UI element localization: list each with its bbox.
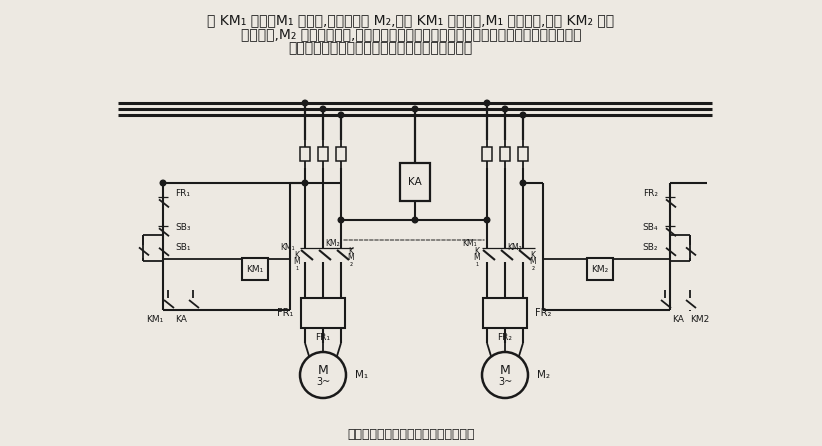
Circle shape xyxy=(484,217,490,223)
Text: M: M xyxy=(500,363,510,376)
Circle shape xyxy=(338,217,344,223)
Text: 当 KM₁ 吸合、M₁ 运转时,也可以启动 M₂,此时 KM₁ 立即断开,M₁ 停止运行,然后 KM₂ 才能: 当 KM₁ 吸合、M₁ 运转时,也可以启动 M₂,此时 KM₁ 立即断开,M₁ … xyxy=(207,13,615,27)
Text: FR₁: FR₁ xyxy=(277,308,293,318)
Text: FR₁: FR₁ xyxy=(175,189,190,198)
Text: M₁: M₁ xyxy=(355,370,368,380)
Bar xyxy=(482,147,492,161)
Circle shape xyxy=(300,352,346,398)
Text: KM₁: KM₁ xyxy=(247,265,264,274)
Text: KM₂: KM₂ xyxy=(507,244,522,252)
Text: FR₁: FR₁ xyxy=(316,334,330,343)
Text: KM₂: KM₂ xyxy=(591,265,608,274)
Text: M: M xyxy=(293,257,300,267)
Circle shape xyxy=(520,112,526,118)
Circle shape xyxy=(412,106,418,112)
Bar xyxy=(500,147,510,161)
Text: KM₁: KM₁ xyxy=(146,315,164,325)
Text: K: K xyxy=(294,252,299,260)
Text: ₂: ₂ xyxy=(349,260,353,268)
Text: KA: KA xyxy=(672,315,684,325)
Circle shape xyxy=(412,217,418,223)
Text: M: M xyxy=(473,253,480,263)
Text: K: K xyxy=(349,248,353,256)
Text: ₁: ₁ xyxy=(295,264,298,273)
Circle shape xyxy=(502,106,508,112)
Bar xyxy=(336,147,346,161)
Text: FR₂: FR₂ xyxy=(535,308,552,318)
Circle shape xyxy=(160,180,166,186)
Circle shape xyxy=(302,180,307,186)
Text: FR₂: FR₂ xyxy=(497,334,512,343)
Bar xyxy=(518,147,528,161)
Text: SB₁: SB₁ xyxy=(175,243,191,252)
Text: ₁: ₁ xyxy=(475,260,478,268)
Text: KA: KA xyxy=(409,177,422,187)
Text: SB₄: SB₄ xyxy=(643,223,658,231)
Text: M: M xyxy=(529,257,536,267)
Circle shape xyxy=(520,180,526,186)
Text: KA: KA xyxy=(175,315,187,325)
Circle shape xyxy=(338,112,344,118)
Bar xyxy=(483,298,527,328)
Circle shape xyxy=(484,100,490,106)
Text: K: K xyxy=(530,252,535,260)
Bar xyxy=(300,147,310,161)
Text: ₂: ₂ xyxy=(532,264,534,273)
Text: M₂: M₂ xyxy=(537,370,550,380)
Bar xyxy=(242,258,268,280)
Text: KM₁: KM₁ xyxy=(462,239,477,248)
Circle shape xyxy=(321,106,326,112)
Text: K: K xyxy=(474,248,479,256)
Text: 得电吸合,M₂ 才能启动运行,这样可保证始终有一台电动机运行。此种断相运行保护只要改: 得电吸合,M₂ 才能启动运行,这样可保证始终有一台电动机运行。此种断相运行保护只… xyxy=(241,27,581,41)
Text: 变一下接线也可以给同时运行的两台电动机共用。: 变一下接线也可以给同时运行的两台电动机共用。 xyxy=(288,41,473,55)
Bar xyxy=(318,147,328,161)
Text: M: M xyxy=(317,363,328,376)
Text: 3~: 3~ xyxy=(498,377,512,387)
Circle shape xyxy=(482,352,528,398)
Bar xyxy=(587,258,613,280)
Circle shape xyxy=(302,100,307,106)
Text: M: M xyxy=(348,253,354,263)
Text: KM₁: KM₁ xyxy=(280,244,295,252)
Text: 两台互为备用电动机共用断相保护电路: 两台互为备用电动机共用断相保护电路 xyxy=(347,428,475,441)
Bar xyxy=(301,298,345,328)
Text: SB₂: SB₂ xyxy=(643,243,658,252)
Text: FR₂: FR₂ xyxy=(643,189,658,198)
Text: 3~: 3~ xyxy=(316,377,330,387)
Text: KM2: KM2 xyxy=(690,315,709,325)
Text: SB₃: SB₃ xyxy=(175,223,191,231)
Text: KM₂: KM₂ xyxy=(325,239,339,248)
Bar xyxy=(400,163,430,201)
